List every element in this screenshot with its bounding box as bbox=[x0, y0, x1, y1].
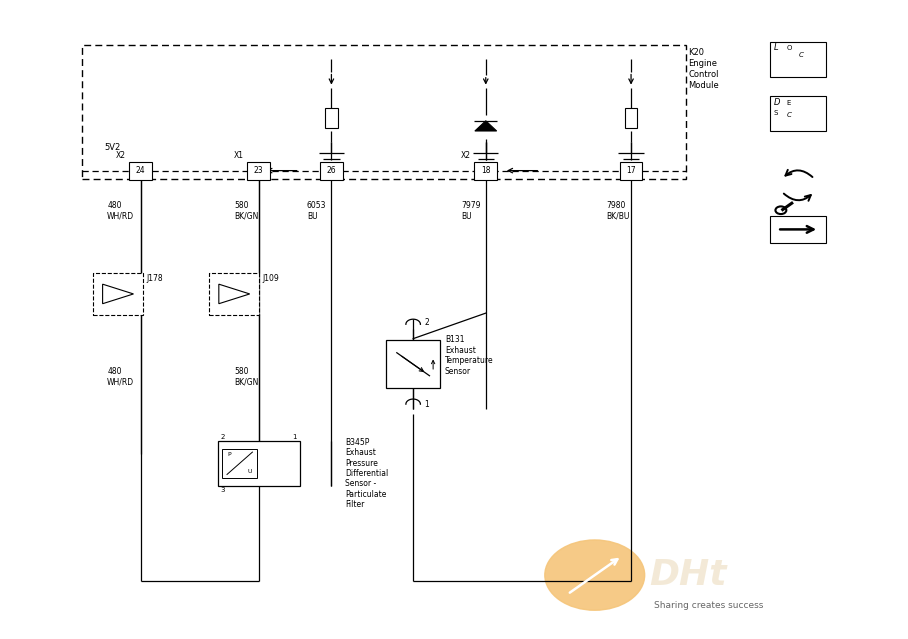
Text: B131
Exhaust
Temperature
Sensor: B131 Exhaust Temperature Sensor bbox=[445, 335, 494, 376]
Text: 7980
BK/BU: 7980 BK/BU bbox=[607, 201, 630, 220]
Polygon shape bbox=[103, 284, 133, 304]
Text: 480
WH/RD: 480 WH/RD bbox=[107, 367, 134, 387]
Circle shape bbox=[545, 540, 645, 610]
Text: 17: 17 bbox=[627, 166, 636, 175]
Text: D: D bbox=[774, 98, 780, 107]
Text: S: S bbox=[774, 110, 778, 116]
Text: 580
BK/GN: 580 BK/GN bbox=[234, 201, 259, 220]
Text: 480
WH/RD: 480 WH/RD bbox=[107, 201, 134, 220]
Text: C: C bbox=[786, 112, 791, 118]
Text: C: C bbox=[799, 52, 804, 58]
Text: X1: X1 bbox=[233, 151, 243, 160]
Text: 3: 3 bbox=[221, 487, 225, 493]
Polygon shape bbox=[475, 121, 497, 131]
Bar bbox=[770, 216, 826, 243]
Text: Sharing creates success: Sharing creates success bbox=[654, 601, 763, 610]
Text: J178: J178 bbox=[147, 275, 163, 284]
FancyBboxPatch shape bbox=[209, 273, 260, 315]
Bar bbox=[475, 162, 498, 180]
Bar bbox=[770, 96, 826, 131]
Bar bbox=[222, 449, 257, 478]
Polygon shape bbox=[219, 284, 250, 304]
Text: 24: 24 bbox=[136, 166, 145, 175]
Text: U: U bbox=[248, 470, 252, 474]
FancyBboxPatch shape bbox=[94, 273, 143, 315]
Text: 2: 2 bbox=[221, 434, 225, 440]
Text: K20
Engine
Control
Module: K20 Engine Control Module bbox=[688, 48, 719, 90]
Text: L: L bbox=[774, 43, 778, 52]
Text: E: E bbox=[786, 100, 791, 105]
Bar bbox=[218, 441, 300, 486]
Text: B345P
Exhaust
Pressure
Differential
Sensor -
Particulate
Filter: B345P Exhaust Pressure Differential Sens… bbox=[345, 438, 389, 509]
Bar bbox=[82, 45, 686, 179]
Text: 1: 1 bbox=[292, 434, 297, 440]
Bar bbox=[770, 42, 826, 77]
Text: 6053
BU: 6053 BU bbox=[307, 201, 326, 220]
Bar bbox=[129, 162, 152, 180]
Bar bbox=[325, 108, 338, 128]
Text: O: O bbox=[786, 45, 792, 51]
Text: DHt: DHt bbox=[649, 558, 726, 592]
Bar bbox=[386, 340, 440, 389]
Text: 1: 1 bbox=[424, 399, 429, 409]
Text: 5V2: 5V2 bbox=[104, 143, 121, 152]
Bar bbox=[625, 108, 637, 128]
Text: J109: J109 bbox=[263, 275, 280, 284]
Bar bbox=[619, 162, 643, 180]
Text: 18: 18 bbox=[481, 166, 490, 175]
Text: X2: X2 bbox=[115, 151, 125, 160]
Text: 2: 2 bbox=[424, 318, 429, 327]
Text: 7979
BU: 7979 BU bbox=[461, 201, 480, 220]
Text: X2: X2 bbox=[460, 151, 471, 160]
Bar bbox=[247, 162, 271, 180]
Text: 26: 26 bbox=[327, 166, 336, 175]
Text: P: P bbox=[227, 452, 231, 457]
Bar bbox=[320, 162, 343, 180]
Text: 580
BK/GN: 580 BK/GN bbox=[234, 367, 259, 387]
Text: 23: 23 bbox=[254, 166, 263, 175]
